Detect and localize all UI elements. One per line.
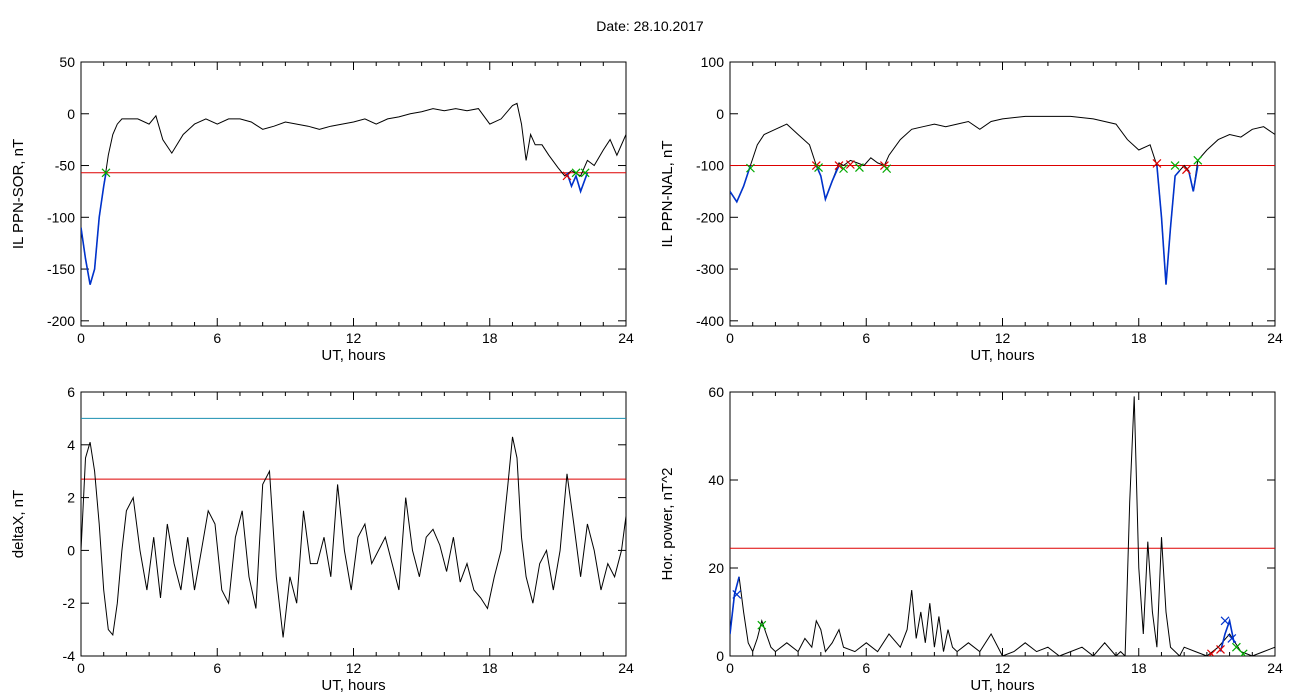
series-line <box>730 115 1275 285</box>
y-tick-label: 0 <box>67 542 75 558</box>
x-tick-label: 0 <box>726 660 734 676</box>
series-line <box>81 436 626 638</box>
y-tick-label: 0 <box>67 106 75 122</box>
y-tick-label: -100 <box>47 209 75 225</box>
y-tick-label: -400 <box>696 313 724 329</box>
x-axis-label: UT, hours <box>321 347 385 364</box>
plot-frame <box>80 391 627 657</box>
y-tick-label: -200 <box>47 313 75 329</box>
y-axis-label: IL PPN-NAL, nT <box>659 141 676 248</box>
y-tick-label: 40 <box>708 472 724 488</box>
x-axis-label: UT, hours <box>970 677 1034 694</box>
y-axis-label: deltaX, nT <box>10 490 27 558</box>
event-marker <box>101 168 111 178</box>
event-marker <box>1227 633 1237 643</box>
y-tick-label: -150 <box>47 261 75 277</box>
x-tick-label: 6 <box>213 330 221 346</box>
y-tick-label: 2 <box>67 490 75 506</box>
event-marker <box>834 161 844 170</box>
event-marker <box>757 620 767 630</box>
plot-area <box>730 115 1275 285</box>
event-marker <box>1152 159 1162 168</box>
exceed-segment <box>1219 617 1235 652</box>
event-marker <box>732 589 742 599</box>
x-tick-label: 0 <box>77 660 85 676</box>
event-marker <box>1216 644 1225 654</box>
y-tick-label: 4 <box>67 437 75 453</box>
event-marker <box>1182 165 1191 175</box>
chart-horpower: 0 6 12 18 24 0 20 40 60 UT, hours Hor. power, nT^2 <box>659 384 1283 694</box>
x-tick-label: 24 <box>618 660 634 676</box>
series-line <box>730 396 1275 656</box>
event-marker <box>1238 649 1248 656</box>
exceed-segment <box>730 576 740 635</box>
event-marker <box>562 171 572 181</box>
event-marker <box>571 168 581 178</box>
plot-area <box>81 102 626 285</box>
y-tick-label: 50 <box>59 54 75 70</box>
event-marker <box>839 164 848 174</box>
chart-sor: 0 6 12 18 24 50 0 -50 -100 -150 -200 UT, hours IL PP… <box>10 54 634 364</box>
x-tick-label: 12 <box>995 330 1011 346</box>
figure-title: Date: 28.10.2017 <box>596 18 704 34</box>
event-marker <box>1193 155 1203 165</box>
y-tick-label: 0 <box>716 106 724 122</box>
y-tick-label: -200 <box>696 209 724 225</box>
x-tick-label: 18 <box>1131 660 1147 676</box>
x-tick-label: 18 <box>482 660 498 676</box>
event-marker <box>746 163 755 173</box>
exceed-segment <box>730 165 752 204</box>
event-marker <box>1206 649 1216 656</box>
x-tick-label: 24 <box>618 330 634 346</box>
event-marker <box>882 164 892 174</box>
plot-frame <box>80 61 627 327</box>
event-marker <box>580 168 590 178</box>
x-tick-label: 24 <box>1267 330 1283 346</box>
event-marker <box>1231 642 1241 652</box>
exceed-segment <box>81 172 107 285</box>
event-marker <box>1170 161 1180 170</box>
x-tick-label: 12 <box>346 330 362 346</box>
plot-frame <box>729 61 1276 327</box>
exceed-segment <box>1156 165 1181 285</box>
plot-area <box>730 396 1275 656</box>
x-tick-label: 0 <box>77 330 85 346</box>
y-tick-label: 100 <box>701 54 725 70</box>
x-tick-label: 6 <box>862 330 870 346</box>
x-tick-label: 6 <box>213 660 221 676</box>
chart-nal: 0 6 12 18 24 100 0 -100 -200 -300 -400 UT, hours IL … <box>659 54 1283 364</box>
y-tick-label: 60 <box>708 384 724 400</box>
y-tick-label: -2 <box>63 595 76 611</box>
x-tick-label: 0 <box>726 330 734 346</box>
y-tick-label: -4 <box>63 648 76 664</box>
y-axis-label: IL PPN-SOR, nT <box>10 139 27 249</box>
y-tick-label: 20 <box>708 560 724 576</box>
y-tick-label: 6 <box>67 384 75 400</box>
y-tick-label: -100 <box>696 158 724 174</box>
x-tick-label: 18 <box>482 330 498 346</box>
series-line <box>81 102 626 285</box>
x-tick-label: 12 <box>346 660 362 676</box>
y-tick-label: -300 <box>696 261 724 277</box>
y-axis-label: Hor. power, nT^2 <box>659 468 676 581</box>
exceed-segment <box>815 165 840 203</box>
exceed-segment <box>566 172 589 194</box>
x-tick-label: 6 <box>862 660 870 676</box>
event-marker <box>1220 616 1230 626</box>
chart-deltax: 0 6 12 18 24 6 4 2 0 -2 -4 UT, hours deltaX, nT <box>10 384 634 694</box>
x-tick-label: 18 <box>1131 330 1147 346</box>
plot-frame <box>729 391 1276 657</box>
x-axis-label: UT, hours <box>970 347 1034 364</box>
x-axis-label: UT, hours <box>321 677 385 694</box>
event-marker <box>845 160 855 169</box>
y-tick-label: 0 <box>716 648 724 664</box>
plot-area <box>81 417 626 638</box>
x-tick-label: 12 <box>995 660 1011 676</box>
event-marker <box>814 163 823 173</box>
exceed-segment <box>1187 165 1199 192</box>
y-tick-label: -50 <box>55 158 75 174</box>
x-tick-label: 24 <box>1267 660 1283 676</box>
event-marker <box>855 163 864 173</box>
